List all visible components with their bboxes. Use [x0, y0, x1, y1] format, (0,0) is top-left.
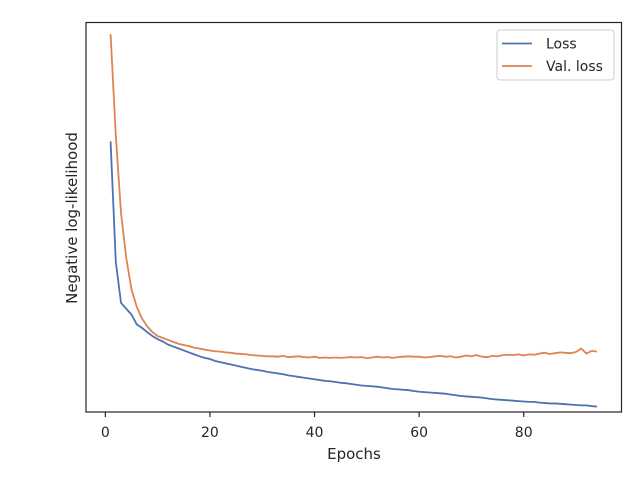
x-tick-label: 0: [101, 425, 110, 441]
legend-label-val-loss: Val. loss: [546, 59, 603, 75]
x-tick-label: 80: [515, 425, 533, 441]
y-axis-label: Negative log-likelihood: [63, 132, 81, 304]
x-tick-label: 60: [410, 425, 428, 441]
x-axis-label: Epochs: [327, 445, 381, 463]
plot-frame: [85, 21, 623, 413]
series-layer: [109, 34, 598, 408]
legend: Loss Val. loss: [496, 29, 615, 81]
x-tick-label: 40: [306, 425, 324, 441]
x-tick-label: 20: [201, 425, 219, 441]
legend-label-loss: Loss: [546, 37, 577, 53]
series-line-val-loss: [109, 34, 598, 360]
legend-frame: [496, 29, 615, 81]
x-axis-ticks: 0 20 40 60 80: [101, 412, 533, 441]
series-line-loss: [109, 141, 597, 408]
